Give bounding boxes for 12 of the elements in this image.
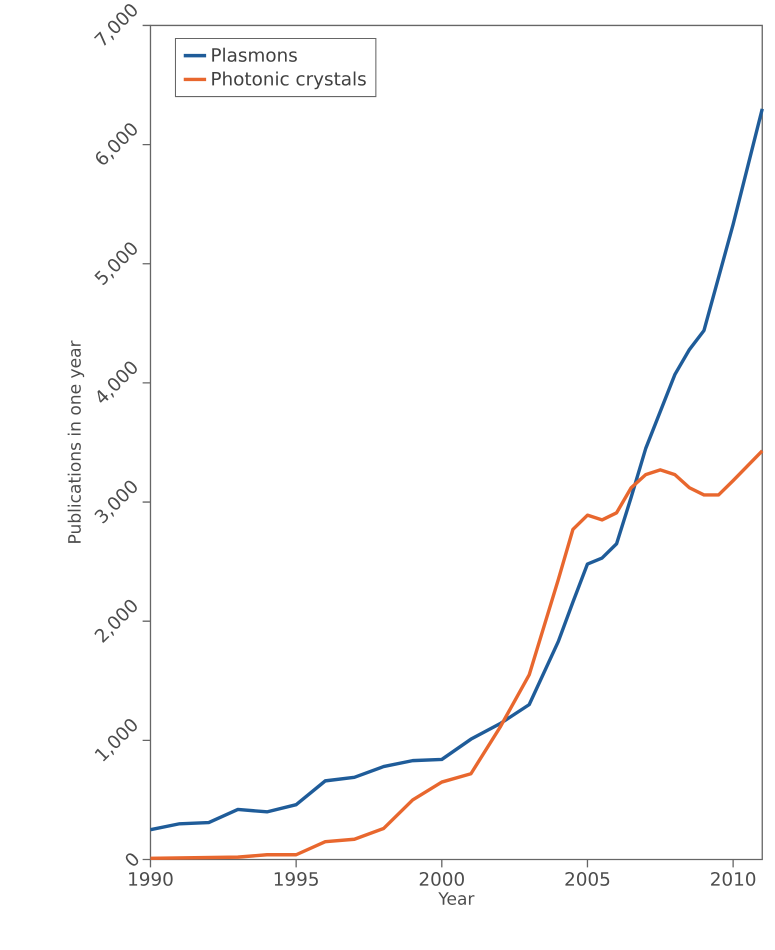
x-tick-label: 2000: [420, 872, 464, 886]
legend-label: Photonic crystals: [212, 71, 366, 90]
legend-label: Plasmons: [212, 48, 297, 62]
x-tick-label: 1995: [274, 872, 318, 886]
line-series: [148, 449, 764, 860]
x-tick-label: 1990: [129, 872, 173, 886]
line-series: [148, 107, 764, 832]
x-tick-label: 2005: [565, 872, 610, 886]
x-axis-title: Year: [438, 892, 474, 905]
y-tick-label: 0: [126, 853, 138, 866]
y-axis-title: Publications in one year: [68, 340, 84, 543]
x-tick-label: 2010: [711, 872, 756, 886]
